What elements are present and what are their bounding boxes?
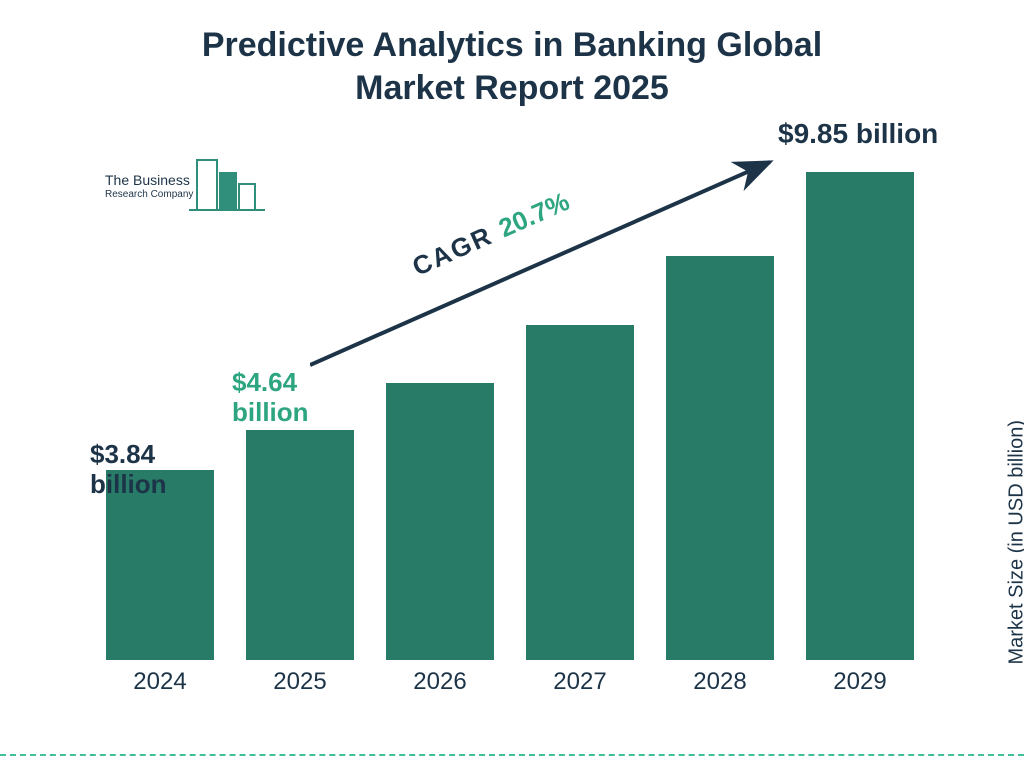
x-tick: 2029 xyxy=(790,660,930,700)
x-tick: 2024 xyxy=(90,660,230,700)
x-tick: 2027 xyxy=(510,660,650,700)
x-axis: 202420252026202720282029 xyxy=(90,660,930,700)
x-tick: 2026 xyxy=(370,660,510,700)
value-label: $9.85 billion xyxy=(778,118,938,150)
bar-slot xyxy=(90,140,230,660)
value-label: $3.84billion xyxy=(90,440,167,500)
y-axis-label: Market Size (in USD billion) xyxy=(1006,420,1024,665)
x-tick: 2025 xyxy=(230,660,370,700)
footer-divider xyxy=(0,754,1024,756)
bar-2026 xyxy=(386,383,494,660)
bar-2029 xyxy=(806,172,914,660)
bar-slot xyxy=(650,140,790,660)
bar-slot xyxy=(790,140,930,660)
value-label: $4.64billion xyxy=(232,368,309,428)
bar-2028 xyxy=(666,256,774,660)
chart-title: Predictive Analytics in Banking Global M… xyxy=(0,0,1024,109)
bar-2027 xyxy=(526,325,634,660)
x-tick: 2028 xyxy=(650,660,790,700)
bar-2025 xyxy=(246,430,354,660)
